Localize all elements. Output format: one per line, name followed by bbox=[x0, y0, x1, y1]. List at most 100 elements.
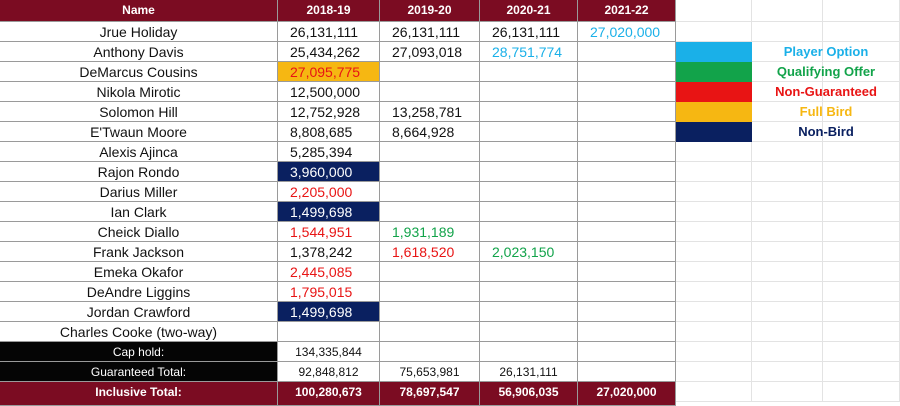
salary-cell[interactable]: 1,618,520 bbox=[380, 242, 480, 262]
empty-grid-cell[interactable] bbox=[676, 262, 752, 282]
empty-grid-cell[interactable] bbox=[823, 262, 900, 282]
player-name[interactable]: Emeka Okafor bbox=[0, 262, 278, 282]
inclusive-total-value[interactable]: 56,906,035 bbox=[480, 382, 578, 406]
summary-value[interactable]: 75,653,981 bbox=[380, 362, 480, 382]
salary-cell[interactable] bbox=[480, 302, 578, 322]
empty-grid-cell[interactable] bbox=[752, 82, 823, 102]
salary-cell[interactable] bbox=[578, 62, 676, 82]
salary-cell[interactable]: 2,445,085 bbox=[278, 262, 380, 282]
empty-grid-cell[interactable] bbox=[676, 382, 752, 402]
salary-cell[interactable]: 3,960,000 bbox=[278, 162, 380, 182]
salary-cell[interactable] bbox=[578, 202, 676, 222]
empty-grid-cell[interactable] bbox=[676, 282, 752, 302]
empty-grid-cell[interactable] bbox=[752, 122, 823, 142]
salary-cell[interactable] bbox=[578, 302, 676, 322]
salary-cell[interactable]: 12,752,928 bbox=[278, 102, 380, 122]
salary-cell[interactable]: 28,751,774 bbox=[480, 42, 578, 62]
summary-value[interactable]: 134,335,844 bbox=[278, 342, 380, 362]
salary-cell[interactable]: 2,205,000 bbox=[278, 182, 380, 202]
empty-grid-cell[interactable] bbox=[823, 282, 900, 302]
salary-cell[interactable] bbox=[578, 142, 676, 162]
salary-cell[interactable]: 1,499,698 bbox=[278, 302, 380, 322]
salary-cell[interactable] bbox=[380, 142, 480, 162]
salary-cell[interactable] bbox=[578, 322, 676, 342]
empty-grid-cell[interactable] bbox=[676, 222, 752, 242]
empty-grid-cell[interactable] bbox=[752, 62, 823, 82]
salary-cell[interactable] bbox=[578, 282, 676, 302]
player-name[interactable]: Darius Miller bbox=[0, 182, 278, 202]
salary-cell[interactable]: 8,808,685 bbox=[278, 122, 380, 142]
empty-grid-cell[interactable] bbox=[752, 322, 823, 342]
salary-cell[interactable] bbox=[480, 162, 578, 182]
salary-cell[interactable]: 13,258,781 bbox=[380, 102, 480, 122]
empty-grid-cell[interactable] bbox=[823, 362, 900, 382]
header-season[interactable]: 2020-21 bbox=[480, 0, 578, 22]
header-season[interactable]: 2021-22 bbox=[578, 0, 676, 22]
empty-grid-cell[interactable] bbox=[676, 242, 752, 262]
salary-cell[interactable] bbox=[578, 42, 676, 62]
header-season[interactable]: 2018-19 bbox=[278, 0, 380, 22]
salary-cell[interactable]: 2,023,150 bbox=[480, 242, 578, 262]
salary-cell[interactable]: 1,795,015 bbox=[278, 282, 380, 302]
player-name[interactable]: E'Twaun Moore bbox=[0, 122, 278, 142]
summary-value[interactable] bbox=[380, 342, 480, 362]
empty-grid-cell[interactable] bbox=[752, 142, 823, 162]
summary-value[interactable] bbox=[480, 342, 578, 362]
empty-grid-cell[interactable] bbox=[752, 182, 823, 202]
salary-cell[interactable] bbox=[380, 282, 480, 302]
empty-grid-cell[interactable] bbox=[752, 202, 823, 222]
salary-cell[interactable]: 27,095,775 bbox=[278, 62, 380, 82]
player-name[interactable]: Solomon Hill bbox=[0, 102, 278, 122]
empty-grid-cell[interactable] bbox=[752, 162, 823, 182]
empty-grid-cell[interactable] bbox=[823, 182, 900, 202]
player-name[interactable]: Alexis Ajinca bbox=[0, 142, 278, 162]
empty-grid-cell[interactable] bbox=[676, 0, 752, 22]
salary-cell[interactable]: 5,285,394 bbox=[278, 142, 380, 162]
salary-cell[interactable]: 8,664,928 bbox=[380, 122, 480, 142]
empty-grid-cell[interactable] bbox=[676, 362, 752, 382]
player-name[interactable]: Jordan Crawford bbox=[0, 302, 278, 322]
salary-cell[interactable] bbox=[480, 322, 578, 342]
salary-cell[interactable] bbox=[578, 242, 676, 262]
salary-cell[interactable] bbox=[578, 222, 676, 242]
empty-grid-cell[interactable] bbox=[676, 142, 752, 162]
salary-cell[interactable]: 25,434,262 bbox=[278, 42, 380, 62]
empty-grid-cell[interactable] bbox=[823, 342, 900, 362]
salary-cell[interactable] bbox=[578, 82, 676, 102]
salary-cell[interactable] bbox=[480, 202, 578, 222]
empty-grid-cell[interactable] bbox=[676, 202, 752, 222]
player-name[interactable]: Ian Clark bbox=[0, 202, 278, 222]
salary-cell[interactable]: 1,499,698 bbox=[278, 202, 380, 222]
empty-grid-cell[interactable] bbox=[823, 142, 900, 162]
empty-grid-cell[interactable] bbox=[752, 222, 823, 242]
empty-grid-cell[interactable] bbox=[752, 342, 823, 362]
header-season[interactable]: 2019-20 bbox=[380, 0, 480, 22]
header-name[interactable]: Name bbox=[0, 0, 278, 22]
empty-grid-cell[interactable] bbox=[752, 42, 823, 62]
salary-cell[interactable] bbox=[578, 262, 676, 282]
salary-cell[interactable] bbox=[480, 62, 578, 82]
salary-cell[interactable] bbox=[480, 102, 578, 122]
empty-grid-cell[interactable] bbox=[752, 382, 823, 402]
empty-grid-cell[interactable] bbox=[823, 162, 900, 182]
salary-cell[interactable]: 27,093,018 bbox=[380, 42, 480, 62]
empty-grid-cell[interactable] bbox=[676, 162, 752, 182]
empty-grid-cell[interactable] bbox=[752, 362, 823, 382]
salary-cell[interactable]: 1,378,242 bbox=[278, 242, 380, 262]
empty-grid-cell[interactable] bbox=[823, 202, 900, 222]
salary-cell[interactable] bbox=[380, 322, 480, 342]
empty-grid-cell[interactable] bbox=[752, 22, 823, 42]
salary-cell[interactable] bbox=[480, 142, 578, 162]
empty-grid-cell[interactable] bbox=[823, 222, 900, 242]
salary-cell[interactable] bbox=[380, 82, 480, 102]
salary-cell[interactable]: 1,931,189 bbox=[380, 222, 480, 242]
player-name[interactable]: Jrue Holiday bbox=[0, 22, 278, 42]
salary-cell[interactable]: 12,500,000 bbox=[278, 82, 380, 102]
salary-cell[interactable] bbox=[380, 162, 480, 182]
salary-cell[interactable] bbox=[480, 182, 578, 202]
empty-grid-cell[interactable] bbox=[752, 262, 823, 282]
salary-cell[interactable]: 26,131,111 bbox=[278, 22, 380, 42]
empty-grid-cell[interactable] bbox=[676, 342, 752, 362]
player-name[interactable]: Frank Jackson bbox=[0, 242, 278, 262]
empty-grid-cell[interactable] bbox=[752, 102, 823, 122]
